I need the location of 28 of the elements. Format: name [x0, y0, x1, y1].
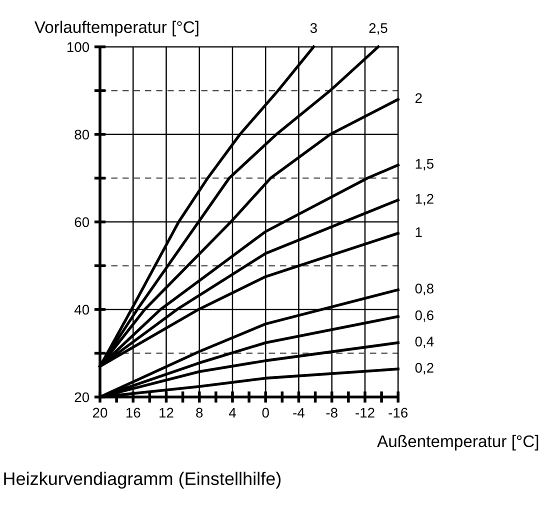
series-label: 3 [310, 23, 317, 33]
x-tick-label: -16 [388, 408, 408, 418]
y-axis-title: Vorlauftemperatur [°C] [34, 20, 198, 36]
x-tick-label: 12 [160, 408, 174, 418]
y-tick-label: 60 [74, 217, 90, 228]
series-label: 0,4 [415, 336, 434, 348]
x-tick-label: 16 [126, 408, 140, 418]
y-tick-label: 20 [74, 392, 90, 402]
x-tick-label: 20 [92, 408, 108, 418]
series-label: 0,2 [415, 362, 434, 374]
y-tick-label: 100 [67, 42, 90, 52]
series-label: 0,8 [415, 284, 434, 296]
x-tick-label: 8 [196, 408, 203, 418]
series-label: 2 [415, 93, 422, 103]
series-label: 0,6 [415, 310, 434, 322]
series-label: 1,5 [416, 159, 434, 170]
x-tick-label: 4 [228, 408, 236, 418]
x-tick-label: -12 [356, 408, 374, 418]
series-label: 2,5 [369, 23, 388, 35]
x-axis-title: Außentemperatur [°C] [377, 434, 538, 450]
text: Heizkurvendiagramm (Einstellhilfe) [4, 472, 281, 489]
y-tick-label: 40 [74, 304, 90, 315]
y-tick-label: 80 [74, 130, 90, 140]
x-tick-label: -8 [326, 408, 338, 418]
x-tick-label: 0 [262, 408, 269, 418]
series-label: 1,2 [416, 194, 434, 206]
series-label: 1 [416, 227, 422, 237]
x-tick-label: -4 [293, 408, 304, 418]
